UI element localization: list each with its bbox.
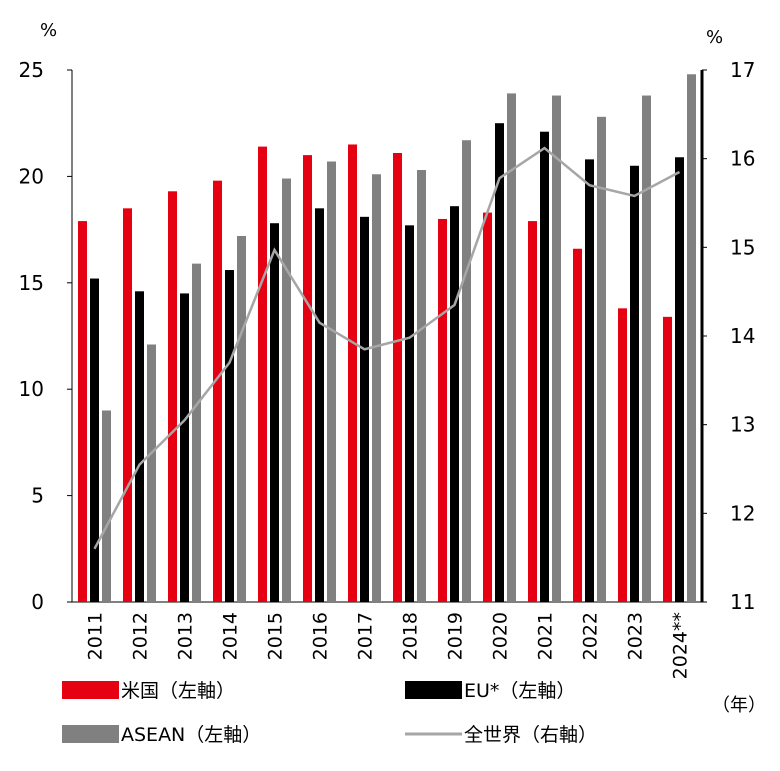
x-tick-label: 2014 xyxy=(220,612,242,660)
bar-eu xyxy=(495,123,504,602)
bar-us xyxy=(573,248,582,602)
legend-label: 米国（左軸） xyxy=(121,680,235,702)
bar-us xyxy=(348,144,357,603)
legend: 米国（左軸） EU*（左軸） ASEAN（左軸） 全世界（右軸） xyxy=(62,680,597,746)
bar-us xyxy=(258,146,267,603)
bar-marks xyxy=(78,74,696,603)
x-axis-unit: （年） xyxy=(712,695,766,716)
x-tick-label: 2016 xyxy=(310,612,332,660)
x-tick-label: 2018 xyxy=(400,612,422,660)
bar-asean xyxy=(507,93,516,602)
x-tick-label: 2021 xyxy=(535,612,557,660)
bar-eu xyxy=(405,225,414,602)
x-tick-label: 2023 xyxy=(625,612,647,660)
bar-asean xyxy=(327,161,336,602)
legend-label: ASEAN（左軸） xyxy=(121,724,261,746)
left-tick-label: 0 xyxy=(31,590,44,614)
x-tick-label: 2012 xyxy=(130,612,152,660)
bar-asean xyxy=(282,178,291,602)
bar-eu xyxy=(540,131,549,602)
left-tick-label: 25 xyxy=(19,58,44,82)
bar-us xyxy=(78,221,87,602)
bar-eu xyxy=(585,159,594,602)
bar-asean xyxy=(687,74,696,602)
bar-eu xyxy=(270,223,279,602)
bar-asean xyxy=(237,235,246,603)
right-tick-label: 11 xyxy=(730,590,755,614)
bar-eu xyxy=(90,278,99,602)
x-tick-label: 2015 xyxy=(265,612,287,660)
bar-eu xyxy=(135,291,144,602)
bar-asean xyxy=(552,95,561,602)
x-tick-label: 2022 xyxy=(580,612,602,660)
legend-swatch xyxy=(405,681,462,699)
bar-asean xyxy=(417,170,426,602)
left-tick-label: 10 xyxy=(19,377,44,401)
left-tick-label: 5 xyxy=(31,484,44,508)
x-tick-label: 2013 xyxy=(175,612,197,660)
bar-asean xyxy=(642,95,651,602)
left-tick-label: 15 xyxy=(19,271,44,295)
right-tick-label: 14 xyxy=(730,324,755,348)
bar-us xyxy=(438,218,447,602)
x-axis-ticks: 2011 2012 2013 2014 2015 2016 2017 2018 2019 2020… xyxy=(85,612,692,679)
bar-eu xyxy=(360,216,369,602)
left-axis-unit: % xyxy=(40,20,57,41)
bar-asean xyxy=(462,140,471,602)
x-tick-label: 2020 xyxy=(490,612,512,660)
bar-asean xyxy=(372,174,381,602)
bar-us xyxy=(663,316,672,602)
bar-us xyxy=(618,308,627,602)
x-tick-label: 2019 xyxy=(445,612,467,660)
bar-us xyxy=(483,212,492,602)
bar-eu xyxy=(225,270,234,602)
line-world xyxy=(93,146,681,550)
bar-asean xyxy=(597,116,606,602)
right-axis-ticks: 11 12 13 14 15 16 17 xyxy=(702,58,755,614)
right-tick-label: 15 xyxy=(730,235,755,259)
right-tick-label: 16 xyxy=(730,147,755,171)
x-tick-label: 2011 xyxy=(85,612,107,660)
right-axis-unit: % xyxy=(706,27,723,48)
bar-us xyxy=(528,221,537,602)
left-tick-label: 20 xyxy=(19,164,44,188)
line-marks xyxy=(93,146,681,550)
legend-swatch xyxy=(62,681,119,699)
bar-asean xyxy=(192,263,201,602)
bar-asean xyxy=(147,344,156,602)
bar-us xyxy=(303,155,312,602)
right-tick-label: 12 xyxy=(730,501,755,525)
bar-us xyxy=(168,191,177,603)
legend-swatch xyxy=(62,725,119,743)
right-axis: % 11 12 13 14 15 16 17 xyxy=(700,27,755,614)
bar-us xyxy=(123,208,132,602)
left-axis-ticks: 0 5 10 15 20 25 xyxy=(19,58,72,614)
bar-us xyxy=(213,180,222,602)
bar-eu xyxy=(675,157,684,602)
bar-eu xyxy=(180,293,189,602)
bar-eu xyxy=(450,206,459,602)
bar-eu xyxy=(315,208,324,602)
x-tick-label: 2024** xyxy=(670,612,692,679)
bar-asean xyxy=(102,410,111,602)
x-tick-label: 2017 xyxy=(355,612,377,660)
legend-label: EU*（左軸） xyxy=(464,680,575,702)
left-axis: % 0 5 10 15 20 25 xyxy=(19,20,73,614)
right-tick-label: 17 xyxy=(730,58,755,82)
right-tick-label: 13 xyxy=(730,413,755,437)
bar-us xyxy=(393,152,402,603)
legend-label: 全世界（右軸） xyxy=(464,724,597,746)
bar-eu xyxy=(630,165,639,602)
